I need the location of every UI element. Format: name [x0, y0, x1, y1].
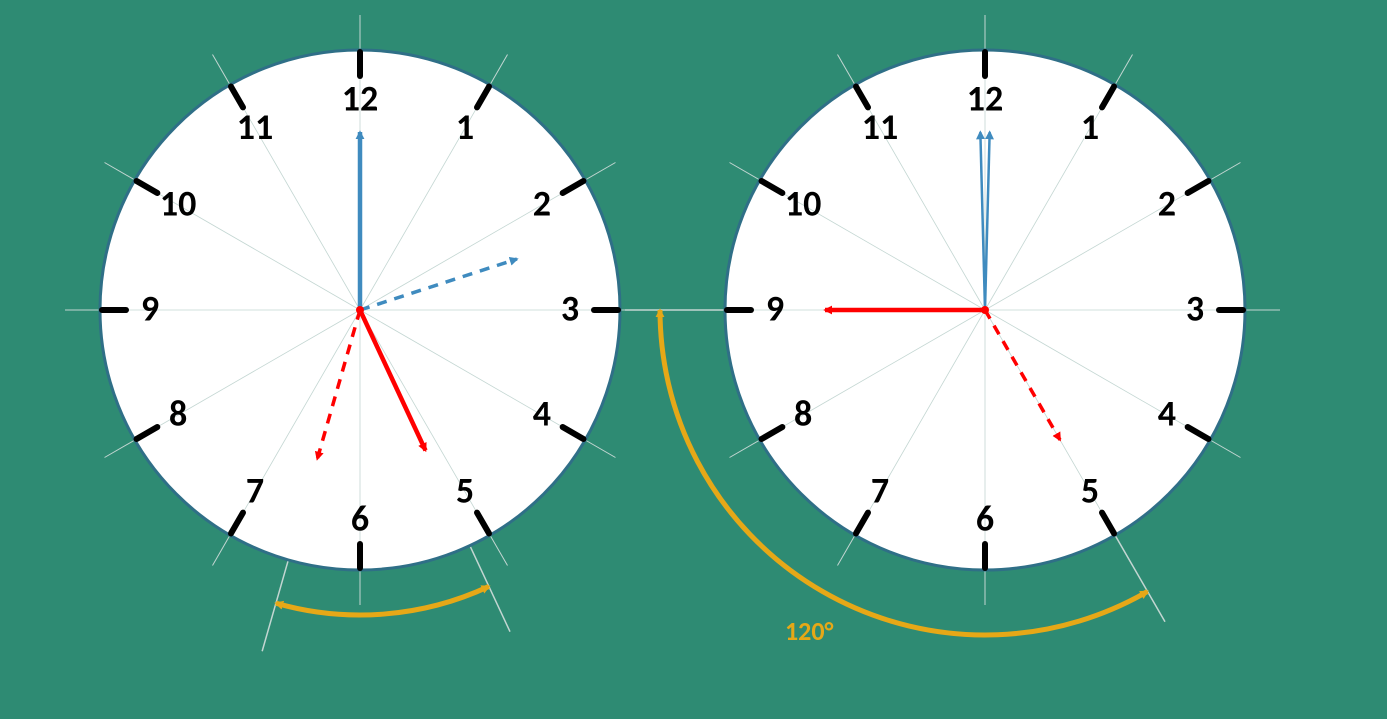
numeral-1: 1	[456, 105, 474, 149]
numeral-7: 7	[246, 469, 264, 513]
numeral-6: 6	[976, 497, 994, 541]
angle-label-right: 120°	[785, 615, 833, 647]
numeral-2: 2	[533, 182, 551, 226]
numeral-4: 4	[533, 392, 551, 436]
numeral-8: 8	[169, 392, 187, 436]
numeral-12: 12	[342, 77, 379, 121]
center-pin	[356, 306, 364, 314]
numeral-10: 10	[160, 182, 197, 226]
numeral-8: 8	[794, 392, 812, 436]
numeral-2: 2	[1158, 182, 1176, 226]
numeral-9: 9	[141, 287, 159, 331]
numeral-10: 10	[785, 182, 822, 226]
numeral-12: 12	[967, 77, 1004, 121]
numeral-9: 9	[766, 287, 784, 331]
numeral-4: 4	[1158, 392, 1176, 436]
numeral-3: 3	[1186, 287, 1204, 331]
center-pin	[981, 306, 989, 314]
numeral-3: 3	[561, 287, 579, 331]
diagram-stage: 121234567891011121234567891011	[0, 0, 1387, 719]
numeral-11: 11	[237, 105, 274, 149]
numeral-11: 11	[862, 105, 899, 149]
numeral-1: 1	[1081, 105, 1099, 149]
numeral-5: 5	[456, 469, 474, 513]
numeral-5: 5	[1081, 469, 1099, 513]
numeral-7: 7	[871, 469, 889, 513]
numeral-6: 6	[351, 497, 369, 541]
